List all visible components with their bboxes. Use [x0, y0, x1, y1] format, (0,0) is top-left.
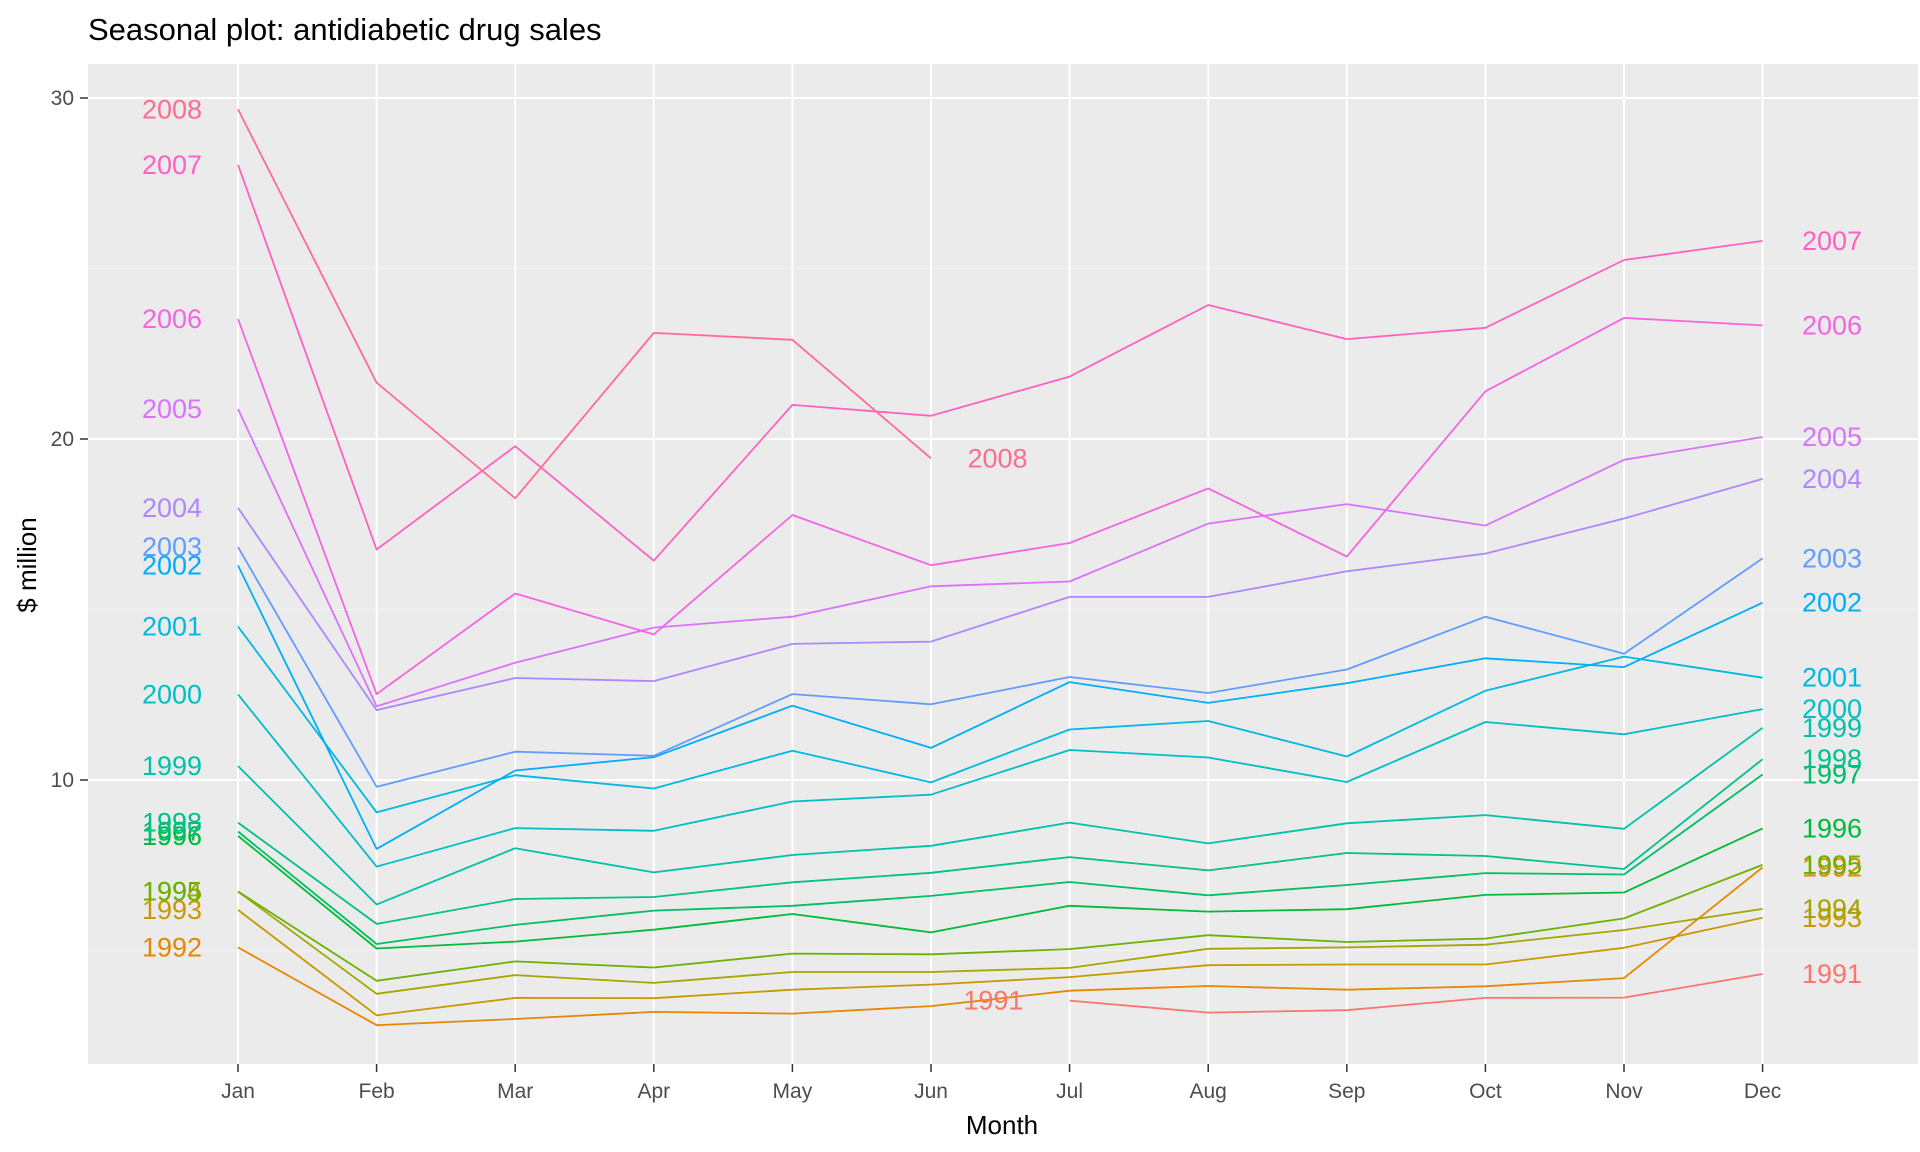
y-tick-label: 30	[51, 87, 74, 110]
series-line-2001	[237, 625, 1763, 814]
year-label-start-1995: 1995	[142, 877, 202, 907]
year-label-end-2001: 2001	[1802, 663, 1862, 693]
series-line-2008	[237, 108, 932, 500]
year-label-end-2003: 2003	[1802, 543, 1862, 573]
year-label-end-1998: 1998	[1802, 744, 1862, 774]
x-tick-label: Aug	[1190, 1080, 1227, 1103]
minor-grid	[88, 268, 1918, 951]
year-label-end-2006: 2006	[1802, 310, 1862, 340]
year-label-end-2008: 2008	[967, 443, 1027, 473]
chart-title: Seasonal plot: antidiabetic drug sales	[88, 12, 602, 47]
series-line-1991	[1069, 973, 1763, 1014]
year-label-start-2004: 2004	[142, 493, 202, 523]
series-line-2007	[237, 164, 1763, 562]
year-label-end-1995: 1995	[1802, 850, 1862, 880]
x-tick-label: Feb	[359, 1080, 395, 1103]
year-label-end-1994: 1994	[1802, 894, 1862, 924]
year-label-start-1996: 1996	[142, 821, 202, 851]
axes: 10 20 30 Jan Feb Mar Apr May Jun Jul Aug Sep Oct Nov D…	[51, 87, 1782, 1103]
year-label-start-2007: 2007	[142, 150, 202, 180]
year-label-end-2002: 2002	[1802, 588, 1862, 618]
year-label-end-1993: 1993	[1802, 903, 1862, 933]
x-tick-label: Jul	[1056, 1080, 1083, 1103]
year-label-end-2005: 2005	[1802, 422, 1862, 452]
series-line-2005	[237, 408, 1763, 708]
y-tick-label: 10	[51, 769, 74, 792]
series-line-2000	[237, 693, 1763, 868]
series-line-1996	[237, 827, 1763, 950]
series-line-2002	[237, 565, 1763, 850]
x-tick-label: Jan	[221, 1080, 255, 1103]
series-line-1994	[237, 890, 1763, 995]
x-tick-label: Mar	[497, 1080, 533, 1103]
year-label-end-1992: 1992	[1802, 852, 1862, 882]
series-line-1993	[237, 909, 1763, 1017]
y-tick-label: 20	[51, 428, 74, 451]
year-label-start-2008: 2008	[142, 94, 202, 124]
series-line-1997	[237, 773, 1764, 945]
year-label-start-1994: 1994	[142, 877, 202, 907]
x-tick-label: Dec	[1744, 1080, 1781, 1103]
year-label-end-1999: 1999	[1802, 713, 1862, 743]
year-label-start-1993: 1993	[142, 895, 202, 925]
x-tick-label: Oct	[1469, 1080, 1502, 1103]
series-line-2004	[237, 478, 1763, 711]
year-label-end-2000: 2000	[1802, 694, 1862, 724]
series-line-1998	[237, 758, 1764, 925]
series-line-2003	[237, 546, 1764, 788]
year-label-start-1999: 1999	[142, 751, 202, 781]
x-tick-label: May	[773, 1080, 813, 1103]
year-label-start-2001: 2001	[142, 612, 202, 642]
series-line-1999	[237, 727, 1764, 906]
x-axis-title: Month	[966, 1110, 1038, 1140]
year-label-start-2000: 2000	[142, 679, 202, 709]
series-line-2006	[237, 316, 1763, 695]
year-label-end-1996: 1996	[1802, 813, 1862, 843]
y-axis-title: $ million	[12, 517, 42, 612]
year-label-start-2003: 2003	[142, 532, 202, 562]
series-line-1995	[237, 864, 1763, 982]
year-label-start-2002: 2002	[142, 551, 202, 581]
x-tick-label: Nov	[1605, 1080, 1643, 1103]
year-label-start-2006: 2006	[142, 304, 202, 334]
x-tick-label: Jun	[914, 1080, 948, 1103]
year-label-start-1991: 1991	[963, 986, 1023, 1016]
year-label-end-2007: 2007	[1802, 226, 1862, 256]
year-label-end-1997: 1997	[1802, 760, 1862, 790]
year-label-start-1997: 1997	[142, 816, 202, 846]
year-label-start-2005: 2005	[142, 394, 202, 424]
year-label-start-1998: 1998	[142, 808, 202, 838]
year-label-end-2004: 2004	[1802, 464, 1862, 494]
year-label-end-1991: 1991	[1802, 959, 1862, 989]
year-label-start-1992: 1992	[142, 932, 202, 962]
x-tick-label: Apr	[637, 1080, 670, 1103]
x-tick-label: Sep	[1328, 1080, 1365, 1103]
series-line-1992	[237, 866, 1764, 1027]
series-lines	[237, 108, 1764, 1027]
